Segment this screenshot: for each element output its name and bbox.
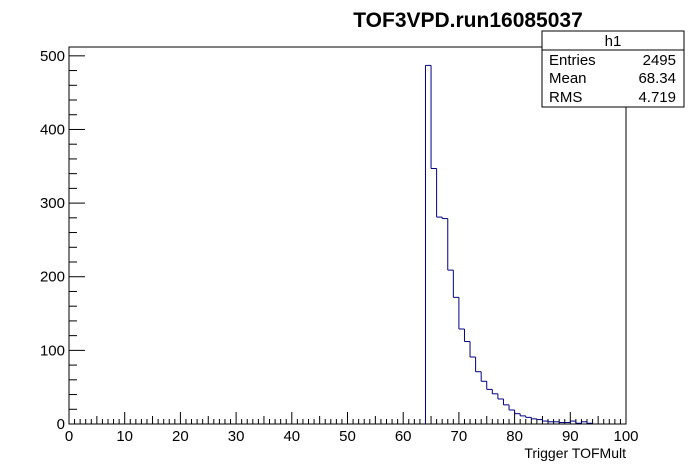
x-tick-label: 20: [172, 428, 189, 445]
x-axis: 0 10 20 30 40 50 60 70 80 90 100: [65, 412, 639, 445]
y-tick-label: 100: [40, 342, 65, 359]
y-tick-label: 0: [57, 416, 65, 433]
x-axis-label: Trigger TOFMult: [524, 445, 626, 461]
stats-entries-value: 2495: [643, 52, 676, 69]
histogram-series: [69, 64, 626, 425]
stats-rms-label: RMS: [549, 89, 582, 106]
x-tick-label: 0: [65, 428, 73, 445]
stats-entries-label: Entries: [549, 52, 596, 69]
x-tick-label: 10: [116, 428, 133, 445]
x-tick-label: 100: [613, 428, 638, 445]
y-tick-label: 200: [40, 269, 65, 286]
x-tick-label: 50: [339, 428, 356, 445]
x-tick-label: 80: [506, 428, 523, 445]
stats-name: h1: [605, 33, 622, 50]
y-axis: 0 100 200 300 400 500: [40, 48, 85, 433]
x-tick-label: 40: [283, 428, 300, 445]
stats-mean-label: Mean: [549, 70, 587, 87]
x-tick-label: 90: [562, 428, 579, 445]
stats-mean-value: 68.34: [638, 70, 676, 87]
stats-box-frame: [541, 30, 685, 108]
chart-title: TOF3VPD.run16085037: [353, 9, 583, 32]
y-tick-label: 400: [40, 121, 65, 138]
stats-box: h1 Entries 2495 Mean 68.34 RMS 4.719: [541, 30, 685, 108]
y-tick-label: 300: [40, 195, 65, 212]
x-tick-label: 60: [395, 428, 412, 445]
x-tick-label: 30: [228, 428, 245, 445]
y-tick-label: 500: [40, 48, 65, 65]
x-tick-label: 70: [451, 428, 468, 445]
stats-rms-value: 4.719: [638, 89, 676, 106]
